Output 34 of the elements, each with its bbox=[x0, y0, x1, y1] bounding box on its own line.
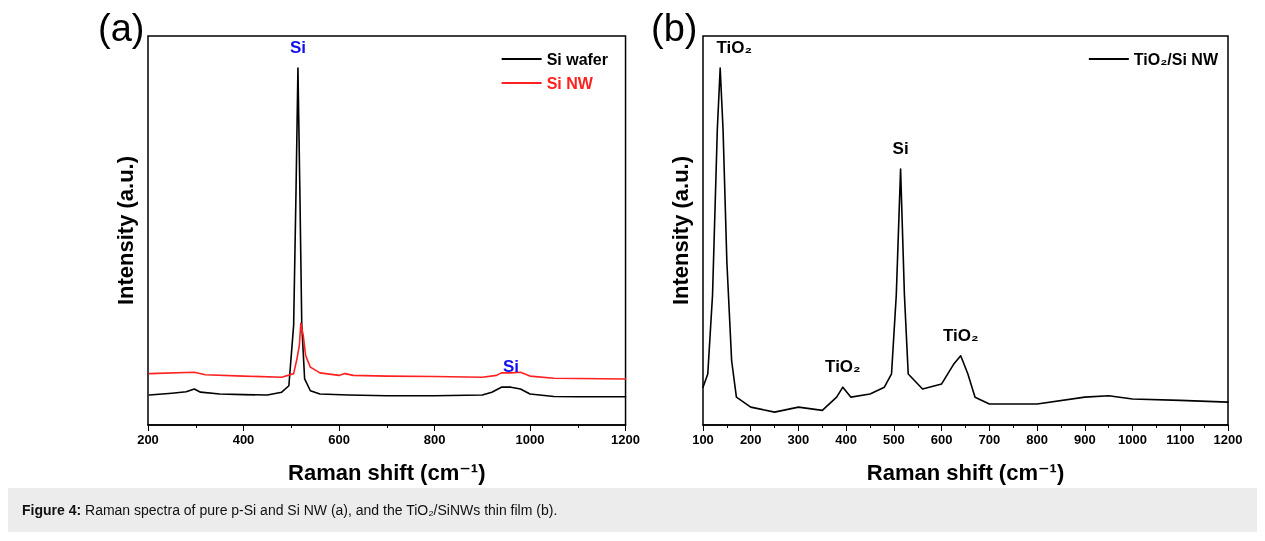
x-axis-title: Raman shift (cm⁻¹) bbox=[866, 459, 1065, 485]
x-tick-label: 1200 bbox=[1213, 432, 1243, 447]
legend-label: Si NW bbox=[546, 74, 594, 92]
annotation: Si bbox=[892, 139, 909, 159]
x-tick-label: 100 bbox=[692, 432, 714, 447]
x-tick-label: 200 bbox=[739, 432, 762, 447]
x-axis-title: Raman shift (cm⁻¹) bbox=[288, 459, 486, 485]
chart-title: (b) bbox=[651, 7, 698, 49]
x-tick-label: 900 bbox=[1073, 432, 1096, 447]
legend-label: TiO₂/Si NW bbox=[1133, 50, 1219, 68]
y-axis-title: Intensity (a.u.) bbox=[112, 155, 138, 306]
x-tick-label: 400 bbox=[232, 432, 255, 447]
annotation: TiO₂ bbox=[942, 325, 979, 345]
annotation: TiO₂ bbox=[716, 38, 752, 58]
legend-label: Si wafer bbox=[546, 50, 608, 68]
caption: Figure 4: Raman spectra of pure p-Si and Si NW (a), and the TiO₂/SiNWs thin film (b). bbox=[22, 502, 558, 518]
x-tick-label: 600 bbox=[930, 432, 953, 447]
x-tick-label: 200 bbox=[137, 432, 159, 447]
x-tick-label: 300 bbox=[787, 432, 810, 447]
x-tick-label: 1000 bbox=[515, 432, 545, 447]
x-tick-label: 700 bbox=[978, 432, 1001, 447]
annotation: TiO₂ bbox=[825, 357, 861, 377]
x-tick-label: 500 bbox=[883, 432, 905, 447]
annotation: Si bbox=[289, 38, 306, 58]
x-tick-label: 800 bbox=[1026, 432, 1048, 447]
y-axis-title: Intensity (a.u.) bbox=[667, 155, 693, 306]
x-tick-label: 800 bbox=[423, 432, 446, 447]
x-tick-label: 600 bbox=[328, 432, 350, 447]
x-tick-label: 400 bbox=[835, 432, 858, 447]
x-tick-label: 1000 bbox=[1118, 432, 1148, 447]
annotation: Si bbox=[502, 357, 519, 377]
x-tick-label: 1100 bbox=[1166, 432, 1195, 447]
chart-title: (a) bbox=[98, 7, 145, 49]
x-tick-label: 1200 bbox=[611, 432, 640, 447]
